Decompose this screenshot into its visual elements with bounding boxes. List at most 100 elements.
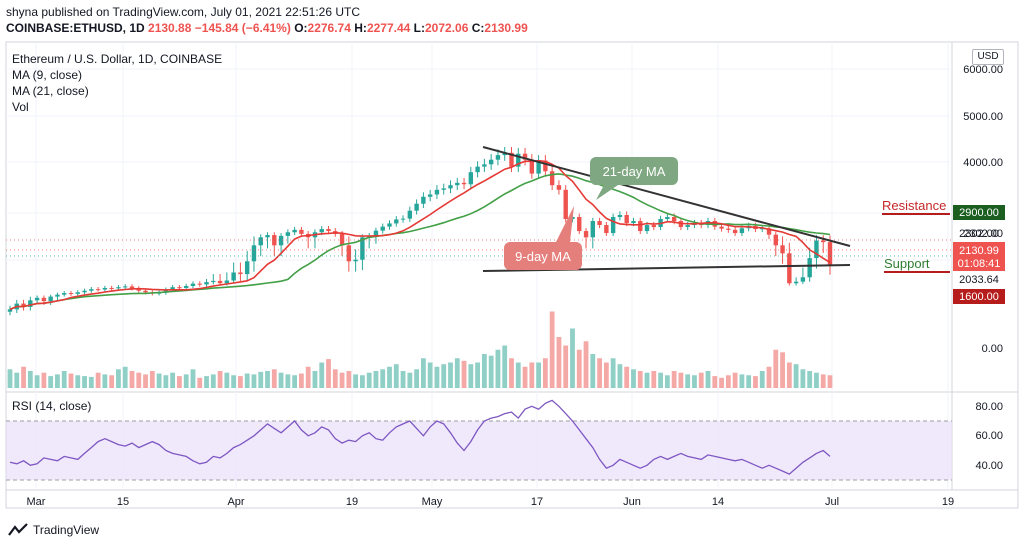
volume-bar xyxy=(434,366,440,388)
volume-bar xyxy=(773,349,779,388)
time-axis-label: Jul xyxy=(825,496,839,508)
volume-bar xyxy=(359,375,365,388)
symbol: COINBASE:ETHUSD, 1D xyxy=(6,21,145,35)
price-axis-label: 5000.00 xyxy=(963,111,1003,123)
volume-bar xyxy=(515,362,521,388)
price-axis-label: 2302.00 xyxy=(963,228,1003,240)
price-axis-label: 0.00 xyxy=(982,343,1003,355)
volume-bar xyxy=(332,369,338,388)
legend-ma21[interactable]: MA (21, close) xyxy=(12,84,89,98)
volume-bar xyxy=(644,372,650,388)
volume-bar xyxy=(116,369,121,388)
symbol-ohlc-line: COINBASE:ETHUSD, 1D 2130.88 −145.84 (−6.… xyxy=(6,21,528,35)
legend-rsi[interactable]: RSI (14, close) xyxy=(12,399,92,413)
ma9-callout-text: 9-day MA xyxy=(515,249,571,264)
volume-bar xyxy=(739,374,745,388)
volume-bar xyxy=(414,369,420,388)
volume-bar xyxy=(563,345,569,388)
volume-bar xyxy=(177,376,182,388)
volume-bar xyxy=(481,354,487,388)
price-axis-label: 4000.00 xyxy=(963,157,1003,169)
volume-bar xyxy=(617,364,623,388)
candle-body xyxy=(421,196,426,204)
volume-bar xyxy=(163,375,169,388)
time-axis-label: 15 xyxy=(117,496,129,508)
tag-close-bg xyxy=(953,242,1005,271)
volume-bar xyxy=(102,374,108,388)
volume-bar xyxy=(725,375,731,388)
candle-body xyxy=(217,280,223,284)
volume-bar xyxy=(88,376,94,388)
volume-bar xyxy=(366,372,372,388)
volume-bar xyxy=(285,374,291,388)
tradingview-brand[interactable]: TradingView xyxy=(8,523,99,537)
candle-body xyxy=(583,231,589,238)
tag-resistance: 2900.00 xyxy=(959,207,999,219)
candle-body xyxy=(563,189,568,220)
volume-bar xyxy=(312,371,318,388)
candle-body xyxy=(380,226,385,231)
candle-body xyxy=(339,233,345,246)
volume-bar xyxy=(353,374,359,388)
volume-bar xyxy=(278,372,284,388)
volume-bar xyxy=(292,375,298,388)
volume-bar xyxy=(766,366,772,388)
candle-body xyxy=(516,153,521,167)
ma9-callout xyxy=(504,242,582,270)
legend-vol[interactable]: Vol xyxy=(12,100,29,114)
volume-bar xyxy=(678,372,684,388)
rsi-axis-label: 60.00 xyxy=(975,430,1003,442)
candle-body xyxy=(597,221,602,226)
ma21-callout-text: 21-day MA xyxy=(603,164,666,179)
volume-bar xyxy=(536,362,541,388)
candle-body xyxy=(224,280,230,284)
volume-bar xyxy=(719,377,724,388)
currency-button[interactable]: USD xyxy=(972,49,1004,65)
candle-body xyxy=(373,230,379,236)
candle-body xyxy=(183,286,189,288)
volume-bar xyxy=(759,371,765,388)
volume-bar xyxy=(753,376,758,388)
volume-bar xyxy=(814,372,819,388)
volume-bar xyxy=(129,371,135,388)
volume-bar xyxy=(122,366,128,388)
candle-body xyxy=(685,225,690,228)
candle-body xyxy=(726,228,731,230)
candle-body xyxy=(28,300,33,307)
publisher-line: shyna published on TradingView.com, July… xyxy=(6,5,360,19)
candle-body xyxy=(129,286,135,289)
volume-bar xyxy=(509,358,514,388)
legend-ma9[interactable]: MA (9, close) xyxy=(12,68,83,82)
candle-body xyxy=(190,283,196,287)
close-label: C: xyxy=(471,21,485,35)
candle-body xyxy=(644,225,650,232)
volume-bar xyxy=(238,376,243,388)
volume-bar xyxy=(393,364,399,388)
volume-bar xyxy=(156,373,162,388)
volume-bar xyxy=(590,354,596,388)
price-axis-label: 6000.00 xyxy=(963,64,1003,76)
candle-body xyxy=(407,210,413,219)
time-axis-label: 19 xyxy=(346,496,358,508)
volume-bar xyxy=(454,358,460,388)
volume-bar xyxy=(712,376,718,388)
volume-bar xyxy=(441,364,447,388)
volume-bar xyxy=(407,372,413,388)
chart-frame xyxy=(5,41,1019,509)
candle-body xyxy=(414,203,419,211)
volume-bar xyxy=(732,372,738,388)
candle-body xyxy=(807,258,812,278)
volume-bar xyxy=(217,371,223,388)
resistance-trendline xyxy=(482,146,851,247)
candle-body xyxy=(543,160,548,172)
candle-body xyxy=(34,297,40,301)
volume-bar xyxy=(34,375,40,388)
candle-body xyxy=(610,217,616,234)
volume-bar xyxy=(427,362,433,388)
tag-resistance-bg xyxy=(953,205,1005,220)
time-axis-label: Jun xyxy=(623,496,641,508)
volume-bar xyxy=(637,371,643,388)
candle-body xyxy=(346,245,352,262)
candle-body xyxy=(827,242,833,265)
